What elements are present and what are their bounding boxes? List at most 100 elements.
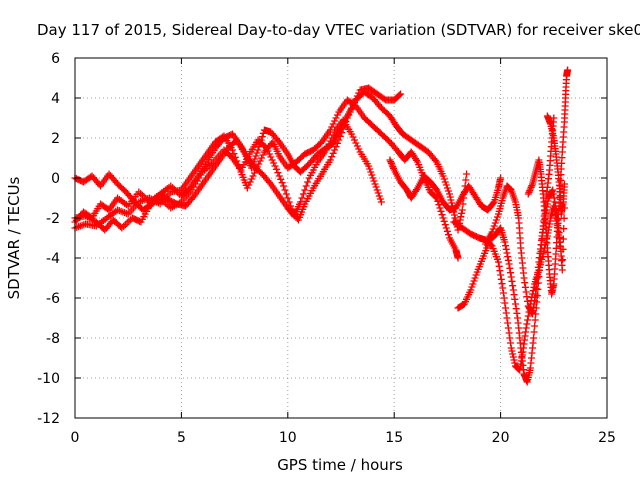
data-point [559, 245, 567, 253]
data-point [489, 225, 497, 233]
data-point [438, 211, 446, 219]
data-point [261, 143, 269, 151]
data-point [524, 297, 532, 305]
data-point [469, 280, 477, 288]
data-point [527, 183, 535, 191]
data-point [491, 219, 499, 227]
data-point [413, 186, 421, 194]
data-point [280, 182, 288, 190]
data-point [120, 222, 128, 230]
data-point [550, 114, 558, 122]
data-point [493, 213, 501, 221]
data-point [472, 271, 480, 279]
data-point [528, 182, 536, 190]
data-point [471, 274, 479, 282]
data-point [440, 175, 448, 183]
data-point [350, 136, 358, 144]
data-point [299, 190, 307, 198]
data-point [539, 250, 547, 258]
data-point [271, 162, 279, 170]
data-point [254, 146, 262, 154]
data-point [375, 192, 383, 200]
data-point [349, 101, 357, 109]
data-point [281, 186, 289, 194]
data-point [376, 195, 384, 203]
data-point [509, 353, 517, 361]
data-point [502, 242, 510, 250]
data-point [331, 146, 339, 154]
data-point [531, 322, 539, 330]
data-point [448, 199, 456, 207]
data-point [365, 162, 373, 170]
data-point [511, 295, 519, 303]
data-point [506, 264, 514, 272]
data-point [523, 293, 531, 301]
data-point [367, 168, 375, 176]
data-point [250, 158, 258, 166]
data-point [265, 178, 273, 186]
data-point [326, 126, 334, 134]
data-point [506, 334, 514, 342]
data-point [549, 190, 557, 198]
data-point [369, 174, 377, 182]
data-point [348, 104, 356, 112]
data-point [431, 156, 439, 164]
data-point [439, 172, 447, 180]
x-axis-title: GPS time / hours [277, 456, 403, 474]
data-point [432, 193, 440, 201]
data-point [559, 256, 567, 264]
y-tick-label: -12 [37, 411, 60, 427]
data-point [505, 260, 513, 268]
data-point [252, 152, 260, 160]
y-tick-label: 2 [51, 131, 60, 147]
data-point [304, 178, 312, 186]
data-point [524, 316, 532, 324]
data-point [444, 231, 452, 239]
data-point [189, 194, 197, 202]
data-point [456, 216, 464, 224]
chart-title: Day 117 of 2015, Sidereal Day-to-day VTE… [37, 21, 640, 39]
data-point [522, 324, 530, 332]
data-point [436, 204, 444, 212]
data-point [488, 228, 496, 236]
data-point [253, 149, 261, 157]
data-point [504, 256, 512, 264]
data-point [501, 299, 509, 307]
data-point [487, 241, 495, 249]
data-point [443, 227, 451, 235]
data-point [458, 206, 466, 214]
data-point [253, 163, 261, 171]
data-point [387, 159, 395, 167]
data-point [268, 156, 276, 164]
data-point [458, 209, 466, 217]
data-point [353, 92, 361, 100]
data-point [507, 339, 515, 347]
y-tick-label: -4 [46, 251, 60, 267]
data-point [512, 305, 520, 313]
data-point [298, 194, 306, 202]
data-point [511, 359, 519, 367]
data-point [457, 213, 465, 221]
data-point [446, 193, 454, 201]
data-point [258, 133, 266, 141]
data-point [560, 225, 568, 233]
data-point [366, 165, 374, 173]
data-point [525, 188, 533, 196]
data-point [386, 156, 394, 164]
data-point [352, 95, 360, 103]
data-point [328, 123, 336, 131]
data-point [274, 136, 282, 144]
data-point [530, 334, 538, 342]
data-point [259, 151, 267, 159]
x-tick-label: 10 [279, 430, 297, 446]
data-point [463, 170, 471, 178]
data-point [277, 175, 285, 183]
data-point [373, 186, 381, 194]
data-point [284, 194, 292, 202]
data-point [413, 156, 421, 164]
x-tick-label: 25 [598, 430, 616, 446]
data-point [302, 182, 310, 190]
y-tick-label: -8 [46, 331, 60, 347]
data-point [520, 274, 528, 282]
data-point [441, 221, 449, 229]
